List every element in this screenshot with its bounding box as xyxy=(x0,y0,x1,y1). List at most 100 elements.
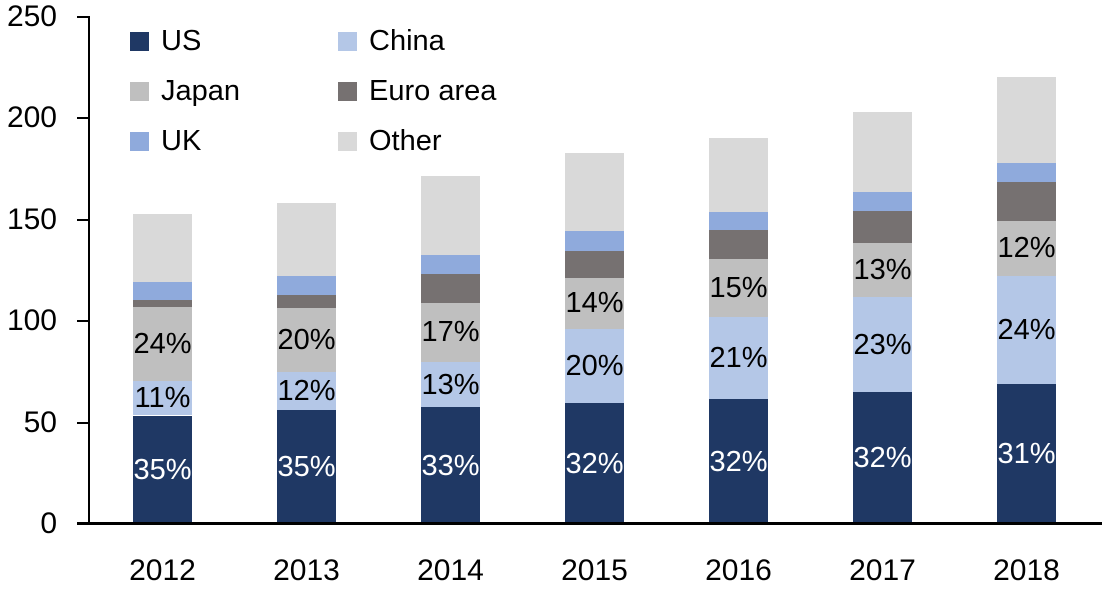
bar-segment-euro-area xyxy=(709,229,768,260)
y-tick-mark xyxy=(77,320,90,323)
y-tick-label: 250 xyxy=(6,0,57,33)
bar-value-label: 32% xyxy=(709,445,768,478)
legend-item-euro-area: Euro area xyxy=(338,66,496,116)
bar-segment-us xyxy=(421,407,480,524)
y-tick-label: 0 xyxy=(40,507,57,540)
bar-segment-other xyxy=(709,137,768,212)
bar-value-label: 32% xyxy=(565,447,624,480)
bar-segment-other xyxy=(421,176,480,256)
x-axis-line xyxy=(77,522,1102,525)
legend-item-us: US xyxy=(130,16,338,66)
legend: US China Japan Euro area UK Other xyxy=(130,16,496,166)
y-tick-mark xyxy=(77,421,90,424)
bar-segment-china xyxy=(421,361,480,408)
bar-segment-china xyxy=(565,329,624,404)
bar-segment-euro-area xyxy=(133,299,192,307)
bar-value-label: 17% xyxy=(421,316,480,349)
bar-segment-other xyxy=(133,213,192,282)
bar-segment-uk xyxy=(997,163,1056,183)
bar-value-label: 15% xyxy=(709,272,768,305)
bar-segment-us xyxy=(277,410,336,524)
bar-value-label: 24% xyxy=(133,328,192,360)
bar-segment-euro-area xyxy=(997,182,1056,221)
bar-segment-us xyxy=(853,392,912,524)
x-axis-label: 2017 xyxy=(849,554,916,587)
bar-value-label: 13% xyxy=(421,368,480,401)
y-tick-label: 200 xyxy=(6,101,57,135)
legend-item-japan: Japan xyxy=(130,66,338,116)
legend-swatch-icon xyxy=(338,81,357,101)
bar-segment-china xyxy=(709,317,768,400)
bar-segment-china xyxy=(997,275,1056,385)
legend-item-other: Other xyxy=(338,116,496,166)
bar-segment-japan xyxy=(421,302,480,362)
bar-segment-china xyxy=(277,371,336,411)
bar-segment-japan xyxy=(853,243,912,297)
x-axis-label: 2016 xyxy=(705,554,772,587)
bar-segment-other xyxy=(565,152,624,231)
bar-segment-euro-area xyxy=(565,251,624,278)
bar-value-label: 20% xyxy=(277,323,336,356)
x-axis-label: 2013 xyxy=(273,554,340,587)
bar-segment-other xyxy=(997,76,1056,163)
bar-value-label: 35% xyxy=(133,453,192,486)
y-tick-label: 100 xyxy=(6,304,57,338)
bar-value-label: 12% xyxy=(277,375,336,408)
bar-segment-japan xyxy=(997,220,1056,276)
legend-item-uk: UK xyxy=(130,116,338,166)
x-axis-label: 2012 xyxy=(129,554,196,587)
legend-label: China xyxy=(369,24,445,57)
bar-segment-japan xyxy=(565,277,624,330)
bar-value-label: 14% xyxy=(565,287,624,320)
y-tick-label: 150 xyxy=(6,202,57,236)
y-tick-label: 50 xyxy=(23,405,57,439)
bar-segment-china xyxy=(853,296,912,393)
bar-value-label: 24% xyxy=(997,313,1056,346)
bar-segment-other xyxy=(853,112,912,193)
bar-value-label: 31% xyxy=(997,438,1056,471)
bar-segment-china xyxy=(133,381,192,416)
legend-swatch-icon xyxy=(338,131,357,151)
bar-segment-uk xyxy=(133,281,192,300)
bar-segment-euro-area xyxy=(277,294,336,308)
bar-value-label: 33% xyxy=(421,449,480,482)
legend-swatch-icon xyxy=(130,81,149,101)
bar-segment-us xyxy=(565,403,624,524)
bar-value-label: 32% xyxy=(853,442,912,475)
bar-segment-euro-area xyxy=(853,210,912,244)
bar-segment-euro-area xyxy=(421,273,480,303)
bar-segment-uk xyxy=(565,230,624,252)
x-axis-label: 2018 xyxy=(993,554,1060,587)
bar-value-label: 12% xyxy=(997,232,1056,265)
bar-segment-japan xyxy=(133,307,192,382)
y-axis-line xyxy=(88,17,90,524)
bar-segment-us xyxy=(133,415,192,524)
bar-segment-japan xyxy=(709,259,768,318)
bar-value-label: 20% xyxy=(565,350,624,383)
bar-segment-uk xyxy=(421,255,480,274)
legend-swatch-icon xyxy=(130,31,149,51)
y-tick-mark xyxy=(77,16,90,18)
x-axis-label: 2015 xyxy=(561,554,628,587)
legend-item-china: China xyxy=(338,16,496,66)
bar-value-label: 13% xyxy=(853,253,912,286)
legend-label: Japan xyxy=(161,74,241,107)
x-axis-label: 2014 xyxy=(417,554,484,587)
legend-label: UK xyxy=(161,124,202,157)
legend-swatch-icon xyxy=(130,131,149,151)
legend-label: Euro area xyxy=(369,74,497,107)
legend-label: Other xyxy=(369,124,442,157)
legend-swatch-icon xyxy=(338,31,357,51)
bar-value-label: 23% xyxy=(853,328,912,361)
bar-segment-japan xyxy=(277,308,336,372)
bar-value-label: 11% xyxy=(134,382,191,415)
bar-value-label: 21% xyxy=(709,342,768,375)
y-tick-mark xyxy=(77,218,90,221)
legend-label: US xyxy=(161,24,202,57)
bar-segment-us xyxy=(997,384,1056,524)
bar-segment-uk xyxy=(277,275,336,295)
bar-segment-uk xyxy=(709,211,768,230)
y-tick-mark xyxy=(77,117,90,120)
bar-segment-us xyxy=(709,399,768,524)
